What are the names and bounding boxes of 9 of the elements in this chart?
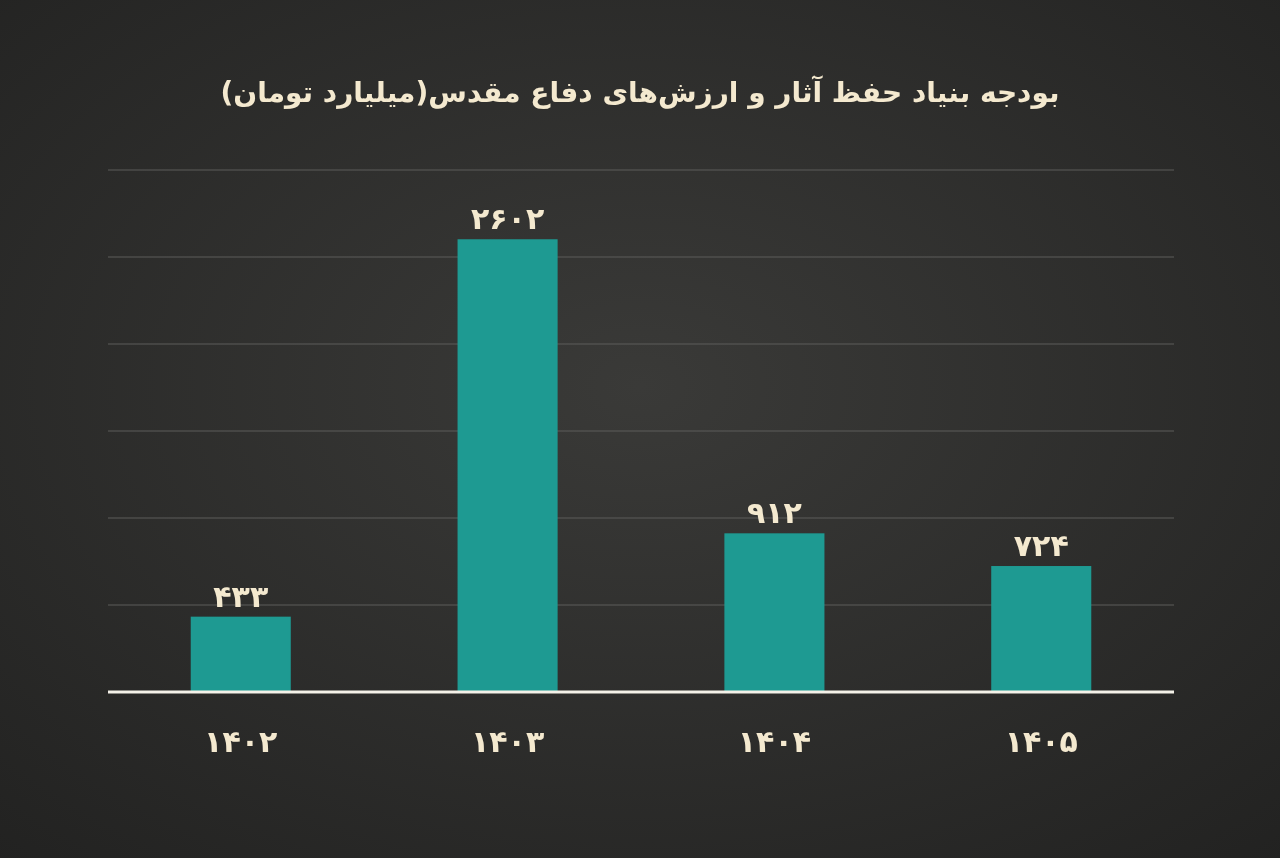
data-label: ۴۳۳ <box>213 578 269 614</box>
x-tick-label: ۱۴۰۴ <box>737 724 812 759</box>
x-tick-label: ۱۴۰۳ <box>470 724 545 759</box>
x-tick-label: ۱۴۰۵ <box>1004 724 1078 759</box>
data-label: ۹۱۲ <box>746 495 802 531</box>
chart-title: بودجه بنیاد حفظ آثار و ارزش‌های دفاع مقدس(میلیارد تومان) <box>220 75 1060 109</box>
data-label: ۷۲۴ <box>1013 528 1069 564</box>
data-label: ۲۶۰۲ <box>470 201 545 237</box>
x-tick-label: ۱۴۰۲ <box>204 724 278 759</box>
